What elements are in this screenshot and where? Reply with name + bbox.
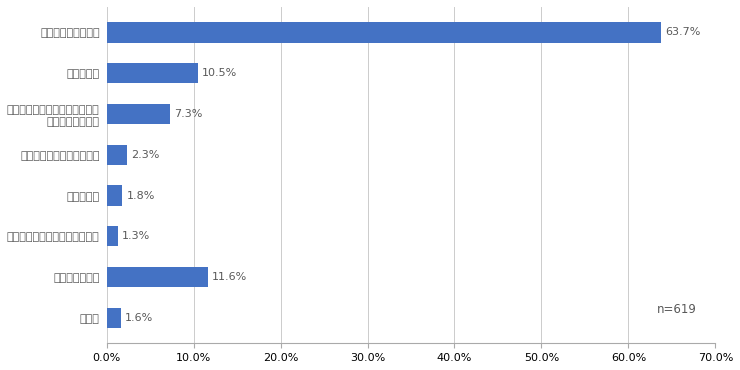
Text: 1.3%: 1.3% [122, 231, 150, 241]
Bar [107, 267, 207, 287]
Text: 2.3%: 2.3% [131, 150, 159, 160]
Bar [107, 22, 661, 43]
Bar [107, 63, 198, 83]
Text: 11.6%: 11.6% [212, 272, 247, 282]
Text: 1.8%: 1.8% [127, 191, 155, 201]
Text: 10.5%: 10.5% [202, 68, 238, 78]
Bar [107, 308, 121, 328]
Bar [107, 185, 122, 206]
Bar [107, 145, 127, 165]
Bar [107, 226, 118, 246]
Bar [107, 104, 170, 124]
Text: 1.6%: 1.6% [125, 313, 153, 323]
Text: n=619: n=619 [657, 303, 697, 316]
Text: 63.7%: 63.7% [665, 27, 700, 37]
Text: 7.3%: 7.3% [175, 109, 203, 119]
